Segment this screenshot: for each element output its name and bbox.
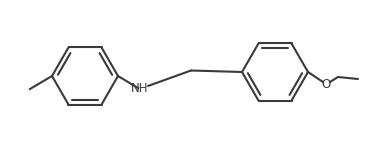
Text: O: O bbox=[321, 78, 330, 90]
Text: NH: NH bbox=[131, 83, 149, 95]
